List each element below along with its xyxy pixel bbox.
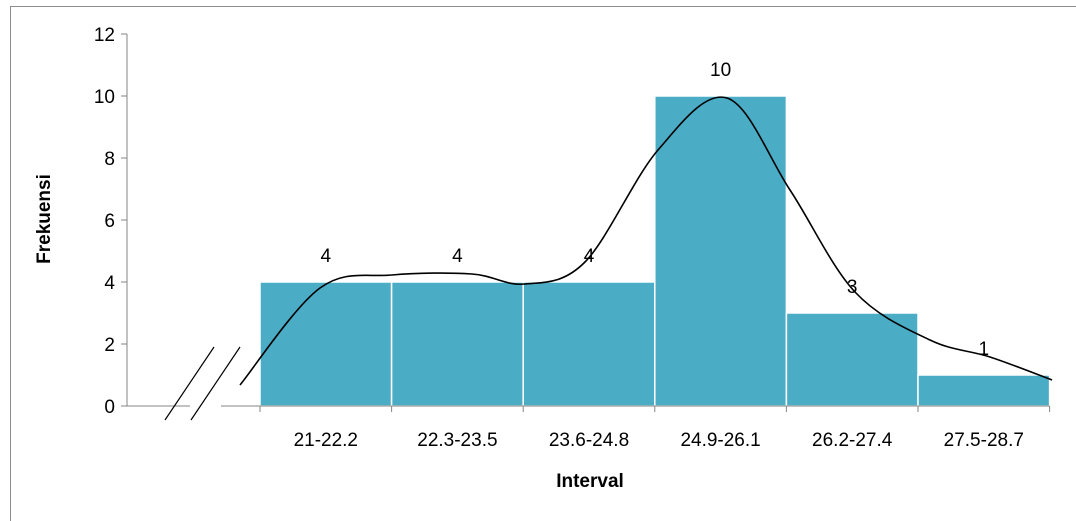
bar-6 [917, 374, 1051, 407]
data-label: 3 [847, 277, 858, 298]
data-label: 4 [452, 246, 463, 267]
axis-break-mark-1 [164, 346, 215, 421]
x-tick-label: 21-22.2 [294, 430, 358, 451]
data-label: 1 [979, 339, 990, 360]
x-ticks-group: 21-22.2 22.3-23.5 23.6-24.8 24.9-26.1 26.2-2… [259, 406, 1051, 451]
y-tick-label: 8 [104, 149, 115, 170]
x-tick-label: 27.5-28.7 [944, 430, 1024, 451]
y-tick-label: 6 [104, 211, 115, 232]
x-tick-label: 26.2-27.4 [812, 430, 893, 451]
x-tick-label: 23.6-24.8 [549, 430, 629, 451]
bar-1 [259, 281, 393, 407]
y-tick-label: 4 [104, 273, 115, 294]
y-tick-label: 2 [104, 335, 115, 356]
bar-3 [522, 281, 656, 407]
bar-5 [785, 312, 919, 407]
y-ticks-group: 0 2 4 6 8 10 12 [94, 25, 127, 418]
x-axis-title: Interval [556, 471, 624, 492]
x-tick-label: 24.9-26.1 [680, 430, 760, 451]
y-axis-title: Frekuensi [34, 174, 55, 264]
y-tick-label: 0 [104, 397, 115, 418]
data-label: 4 [321, 246, 332, 267]
bar-4 [654, 95, 788, 407]
bar-2 [390, 281, 524, 407]
axis-break-mark-2 [190, 346, 241, 421]
x-tick-label: 22.3-23.5 [417, 430, 497, 451]
frequency-curve [239, 96, 1053, 386]
y-tick-label: 12 [94, 25, 115, 46]
data-label: 10 [710, 60, 731, 81]
chart-frame [10, 6, 1076, 521]
bars-group [259, 95, 1051, 407]
curve-group [239, 96, 1053, 386]
y-tick-label: 10 [94, 87, 115, 108]
